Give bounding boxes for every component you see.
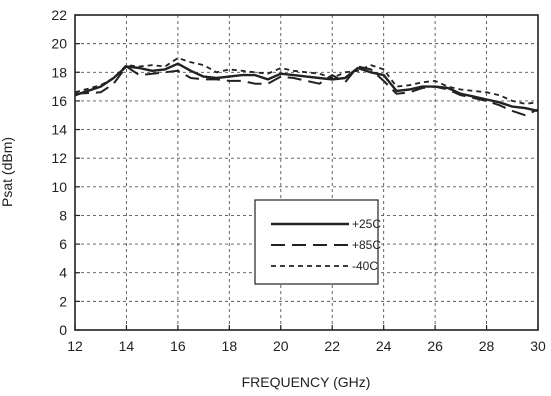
x-tick-label: 16	[170, 338, 186, 354]
y-tick-label: 18	[51, 64, 67, 80]
y-tick-label: 2	[59, 293, 67, 309]
y-tick-label: 14	[51, 122, 67, 138]
y-tick-label: 16	[51, 93, 67, 109]
y-tick-label: 4	[59, 265, 67, 281]
x-tick-label: 26	[427, 338, 443, 354]
y-tick-label: 8	[59, 207, 67, 223]
legend-box	[254, 199, 379, 285]
legend-label: -40C	[352, 259, 378, 273]
y-axis-title: Psat (dBm)	[0, 137, 15, 207]
y-tick-label: 12	[51, 150, 67, 166]
legend: +25C +85C -40C	[254, 199, 381, 285]
x-tick-label: 18	[222, 338, 238, 354]
y-tick-label: 0	[59, 322, 67, 338]
y-tick-label: 6	[59, 236, 67, 252]
plot-border	[74, 14, 539, 331]
grid	[75, 15, 538, 330]
x-tick-label: 24	[376, 338, 392, 354]
x-tick-label: 20	[273, 338, 289, 354]
series-line-plus85c	[74, 65, 539, 117]
series-line-plus25c	[74, 62, 539, 113]
series-line-minus40c	[74, 57, 539, 105]
x-tick-label: 12	[67, 338, 83, 354]
x-tick-label: 28	[479, 338, 495, 354]
series-lines	[74, 57, 539, 117]
legend-label: +25C	[352, 217, 381, 231]
legend-label: +85C	[352, 238, 381, 252]
x-tick-label: 30	[530, 338, 546, 354]
x-tick-label: 22	[324, 338, 340, 354]
y-tick-label: 22	[51, 7, 67, 23]
x-tick-label: 14	[119, 338, 135, 354]
y-tick-label: 10	[51, 179, 67, 195]
x-axis-title: FREQUENCY (GHz)	[242, 374, 371, 390]
y-tick-label: 20	[51, 36, 67, 52]
